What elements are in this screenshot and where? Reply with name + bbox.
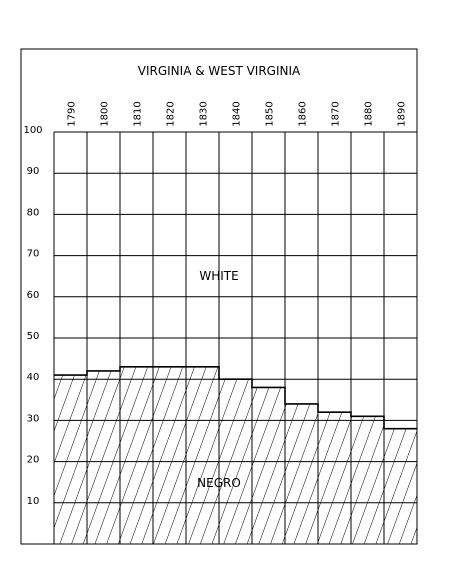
y-tick-label-70: 70 [27, 249, 40, 260]
negro-bar-1790 [54, 375, 87, 544]
negro-bar-1830 [186, 366, 219, 544]
y-tick-label-10: 10 [27, 496, 40, 507]
y-tick-label-80: 80 [27, 207, 40, 218]
negro-boundary [54, 366, 417, 430]
x-tick-label-1840: 1840 [232, 101, 243, 126]
negro-bar-1810 [120, 366, 153, 544]
x-tick-label-1800: 1800 [100, 101, 111, 126]
series-label-white: WHITE [199, 269, 238, 283]
y-tick-label-100: 100 [23, 125, 42, 136]
x-tick-label-1790: 1790 [67, 101, 78, 126]
negro-area [54, 366, 417, 544]
y-tick-label-20: 20 [27, 455, 40, 466]
x-tick-label-1890: 1890 [397, 101, 408, 126]
negro-bar-1850 [252, 387, 285, 544]
x-tick-label-1810: 1810 [133, 101, 144, 126]
x-tick-label-1820: 1820 [166, 101, 177, 126]
y-tick-label-60: 60 [27, 290, 40, 301]
y-tick-label-40: 40 [27, 372, 40, 383]
x-axis-ticks: 1790 1800 1810 1820 1830 1840 1850 1860 1870 1880… [67, 101, 408, 126]
x-tick-label-1860: 1860 [298, 101, 309, 126]
series-label-negro: NEGRO [197, 476, 241, 490]
negro-bar-1870 [318, 412, 351, 544]
negro-bar-1860 [285, 403, 318, 544]
negro-bar-1880 [351, 416, 384, 544]
y-tick-label-90: 90 [27, 166, 40, 177]
x-tick-label-1850: 1850 [265, 101, 276, 126]
negro-bar-1890 [384, 428, 417, 544]
x-tick-label-1830: 1830 [199, 101, 210, 126]
y-tick-label-50: 50 [27, 331, 40, 342]
x-tick-label-1880: 1880 [364, 101, 375, 126]
negro-step-line [54, 366, 417, 430]
x-tick-label-1870: 1870 [331, 101, 342, 126]
y-axis-ticks: 10 20 30 40 50 60 70 80 90 100 [23, 125, 42, 507]
y-tick-label-30: 30 [27, 413, 40, 424]
grid [53, 131, 418, 545]
negro-bar-1800 [87, 370, 120, 544]
negro-bar-1820 [153, 366, 186, 544]
chart-title: VIRGINIA & WEST VIRGINIA [138, 64, 301, 78]
